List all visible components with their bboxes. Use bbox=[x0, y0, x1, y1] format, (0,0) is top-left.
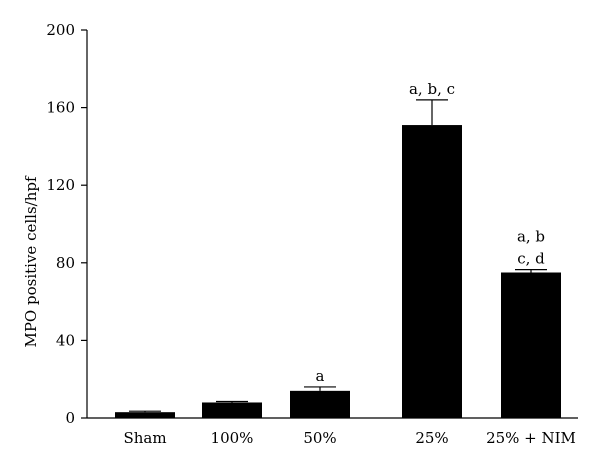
annotation-4-0: a, b bbox=[517, 228, 545, 246]
x-tick-label-2: 50% bbox=[303, 429, 336, 447]
y-tick-label-120: 120 bbox=[46, 176, 75, 194]
annotation-3-0: a, b, c bbox=[409, 80, 455, 98]
bar-2 bbox=[290, 390, 350, 418]
error-bar-0 bbox=[129, 410, 161, 413]
bar-0 bbox=[115, 412, 175, 418]
error-bar-3 bbox=[416, 99, 448, 126]
x-tick-label-0: Sham bbox=[123, 429, 166, 447]
y-tick-label-80: 80 bbox=[56, 254, 75, 272]
y-ticks: 0 40 80 120 160 200 bbox=[46, 21, 87, 427]
x-tick-label-4: 25% + NIM bbox=[486, 429, 576, 447]
error-bar-2 bbox=[304, 386, 336, 391]
error-bars bbox=[129, 99, 547, 413]
bar-1 bbox=[202, 402, 262, 418]
y-tick-label-160: 160 bbox=[46, 99, 75, 117]
annotation-2-0: a bbox=[316, 367, 325, 385]
annotations: a a, b, c a, b c, d bbox=[316, 80, 546, 385]
bar-4 bbox=[501, 272, 561, 418]
y-tick-label-200: 200 bbox=[46, 21, 75, 39]
y-tick-label-40: 40 bbox=[56, 331, 75, 349]
y-axis-title: MPO positive cells/hpf bbox=[22, 175, 40, 347]
error-bar-4 bbox=[515, 268, 547, 273]
x-labels: Sham 100% 50% 25% 25% + NIM bbox=[123, 429, 575, 447]
bars bbox=[115, 125, 561, 418]
error-bar-1 bbox=[216, 400, 248, 403]
annotation-4-1: c, d bbox=[517, 250, 545, 268]
x-tick-label-1: 100% bbox=[211, 429, 254, 447]
bar-3 bbox=[402, 125, 462, 418]
y-tick-label-0: 0 bbox=[65, 409, 75, 427]
x-tick-label-3: 25% bbox=[415, 429, 448, 447]
